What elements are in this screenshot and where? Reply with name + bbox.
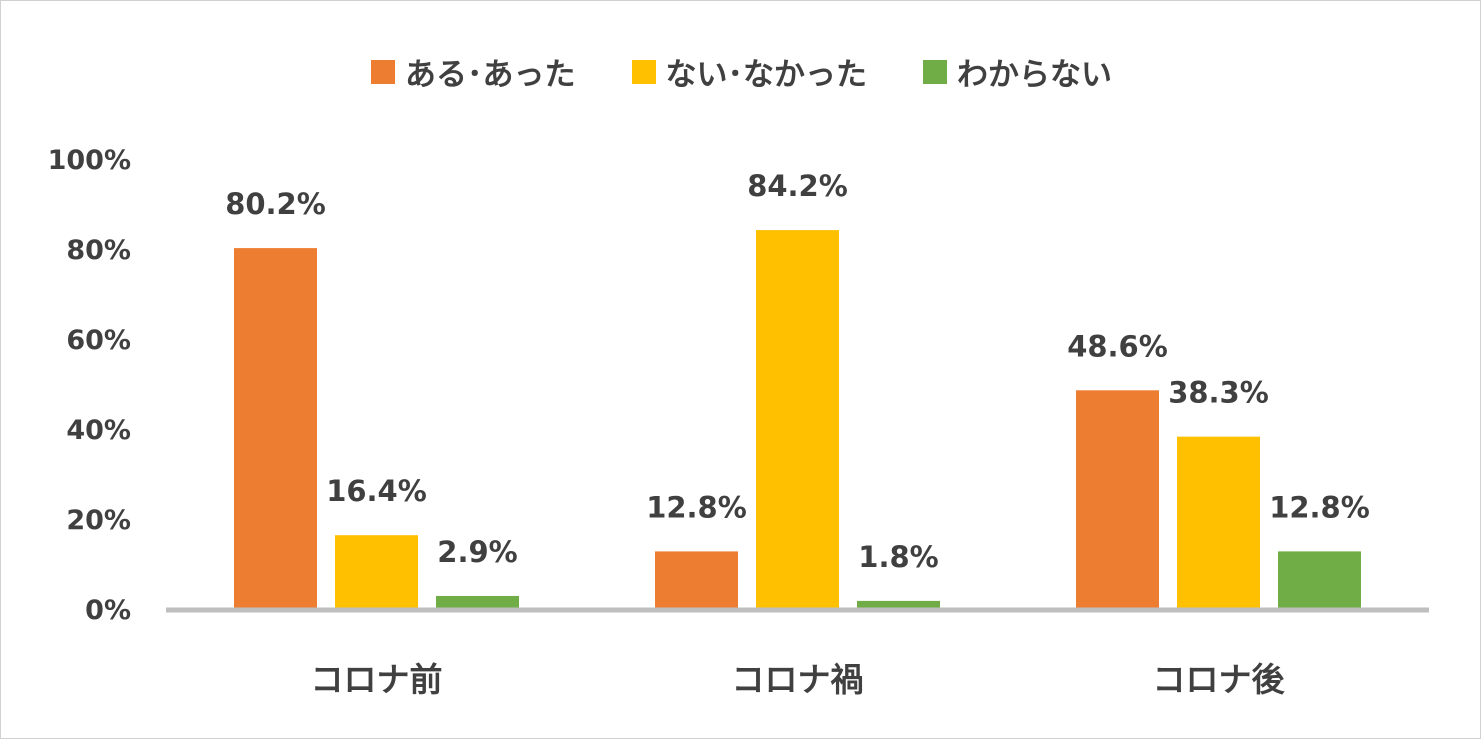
bar xyxy=(1177,436,1260,609)
category-label: コロナ前 xyxy=(311,660,443,699)
bar xyxy=(335,535,418,609)
y-tick-label: 80% xyxy=(66,235,131,266)
legend-label-aru: ある･あった xyxy=(405,57,576,93)
legend-swatch-aru xyxy=(371,59,395,84)
bar xyxy=(756,230,839,609)
bar xyxy=(234,248,317,609)
legend-swatch-nai xyxy=(631,59,656,84)
data-label: 16.4% xyxy=(326,474,427,508)
data-labels: 80.2% 16.4% 2.9% 12.8% 84.2% 1.8% 48.6%38.3% 12… xyxy=(225,169,1370,574)
bar xyxy=(1278,551,1361,609)
data-label: 1.8% xyxy=(858,540,938,574)
legend-label-wakaranai: わからない xyxy=(957,57,1112,93)
y-tick-label: 60% xyxy=(66,325,131,356)
bar xyxy=(655,551,738,609)
legend-swatch-wakaranai xyxy=(923,59,947,84)
category-labels: コロナ前 コロナ禍 コロナ後 xyxy=(311,660,1286,699)
data-label: 2.9% xyxy=(437,535,517,569)
bars xyxy=(234,230,1361,609)
y-tick-label: 20% xyxy=(66,505,131,536)
bar xyxy=(857,600,940,609)
y-axis-ticks: 0% 20% 40% 60% 80% 100% xyxy=(48,145,131,626)
legend: ある･あった ない･なかった わからない xyxy=(1,49,1481,94)
data-label: 12.8% xyxy=(1269,490,1370,524)
legend-item-wakaranai: わからない xyxy=(923,49,1112,94)
data-label: 12.8% xyxy=(646,490,747,524)
legend-item-aru: ある･あった xyxy=(371,49,576,94)
legend-label-nai: ない･なかった xyxy=(665,57,868,93)
bar xyxy=(1076,390,1159,609)
category-label: コロナ禍 xyxy=(732,660,864,699)
legend-item-nai: ない･なかった xyxy=(631,49,868,94)
data-label: 80.2% xyxy=(225,187,326,221)
bar xyxy=(436,595,519,609)
y-tick-label: 0% xyxy=(85,595,131,626)
category-label: コロナ後 xyxy=(1153,660,1286,699)
data-label: 84.2% xyxy=(747,169,848,203)
data-label: 48.6% xyxy=(1067,329,1168,363)
data-label: 38.3% xyxy=(1168,376,1269,410)
y-tick-label: 40% xyxy=(66,415,131,446)
y-tick-label: 100% xyxy=(48,145,131,176)
